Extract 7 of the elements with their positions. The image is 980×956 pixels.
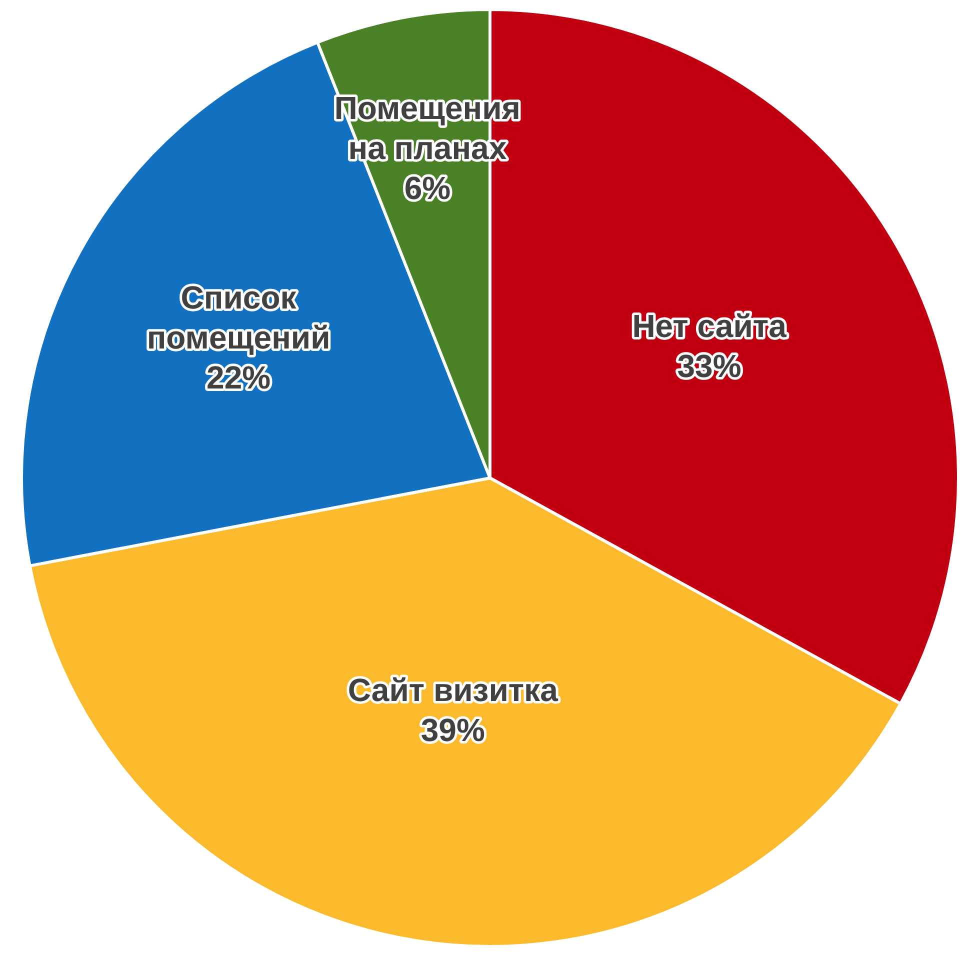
- data-label: 6%: [404, 170, 451, 206]
- slice-label: Нет сайта: [632, 308, 787, 344]
- slice-label: Список помещений: [146, 280, 330, 356]
- data-label: 22%: [206, 360, 271, 396]
- data-label: 33%: [677, 348, 742, 384]
- data-label: 39%: [420, 712, 485, 748]
- slice-label: Сайт визитка: [348, 672, 558, 708]
